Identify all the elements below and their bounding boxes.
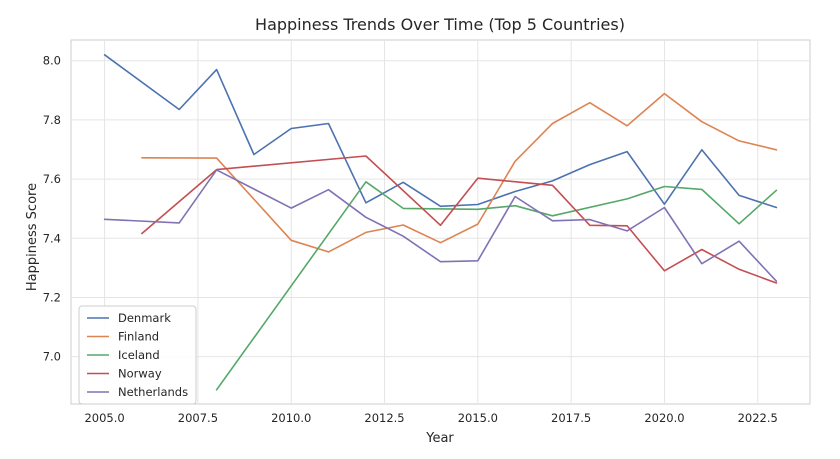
legend-item: Denmark — [87, 311, 171, 325]
x-tick-label: 2020.0 — [644, 411, 684, 425]
chart-title: Happiness Trends Over Time (Top 5 Countr… — [255, 15, 625, 34]
y-axis-label: Happiness Score — [25, 183, 40, 291]
x-tick-label: 2017.5 — [551, 411, 591, 425]
legend-label: Finland — [118, 330, 159, 344]
y-tick-label: 7.8 — [43, 113, 61, 127]
x-tick-label: 2005.0 — [84, 411, 124, 425]
legend-label: Denmark — [118, 311, 171, 325]
series-line-norway — [141, 155, 778, 284]
y-tick-label: 7.2 — [43, 290, 61, 304]
x-tick-label: 2022.5 — [738, 411, 778, 425]
legend-item: Finland — [87, 330, 159, 344]
y-tick-label: 7.0 — [43, 350, 61, 364]
legend: Denmark Finland Iceland Norway Netherlands — [78, 305, 197, 405]
legend-item: Iceland — [87, 348, 160, 362]
legend-box — [78, 305, 197, 405]
x-axis-ticks: 2005.0 2007.5 2010.0 2012.5 2015.0 2017.5 2020… — [84, 411, 777, 425]
series-line-netherlands — [103, 169, 778, 283]
y-axis-ticks: 7.0 7.2 7.4 7.6 7.8 8.0 — [43, 54, 61, 364]
legend-label: Iceland — [118, 348, 160, 362]
series-line-finland — [141, 92, 778, 253]
legend-item: Norway — [87, 367, 162, 381]
y-tick-label: 7.6 — [43, 172, 61, 186]
y-tick-label: 7.4 — [43, 231, 61, 245]
legend-label: Norway — [118, 367, 162, 381]
legend-item: Netherlands — [87, 385, 188, 399]
series-lines — [103, 53, 778, 391]
series-line-denmark — [103, 53, 778, 209]
x-tick-label: 2015.0 — [458, 411, 498, 425]
x-tick-label: 2010.0 — [271, 411, 311, 425]
series-line-iceland — [215, 181, 778, 391]
x-tick-label: 2007.5 — [178, 411, 218, 425]
x-tick-label: 2012.5 — [364, 411, 404, 425]
y-tick-label: 8.0 — [43, 54, 61, 68]
legend-label: Netherlands — [118, 385, 188, 399]
x-axis-label: Year — [425, 431, 454, 446]
